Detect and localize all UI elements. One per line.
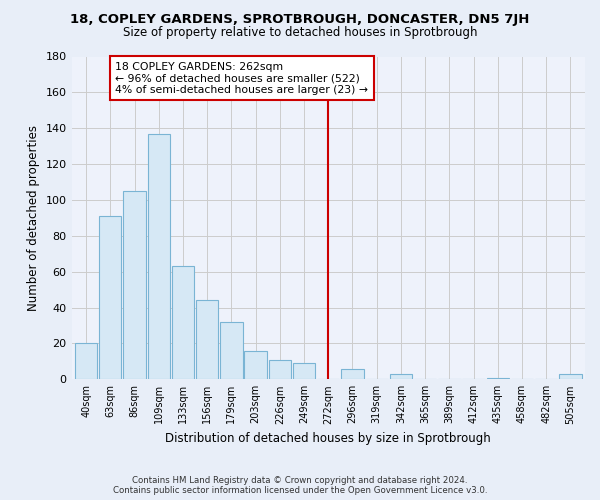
Bar	[293, 363, 315, 380]
Bar	[99, 216, 121, 380]
Text: 18, COPLEY GARDENS, SPROTBROUGH, DONCASTER, DN5 7JH: 18, COPLEY GARDENS, SPROTBROUGH, DONCAST…	[70, 12, 530, 26]
Bar	[220, 322, 242, 380]
Bar	[390, 374, 412, 380]
Bar	[341, 368, 364, 380]
Bar	[148, 134, 170, 380]
Bar	[124, 191, 146, 380]
X-axis label: Distribution of detached houses by size in Sprotbrough: Distribution of detached houses by size …	[166, 432, 491, 445]
Text: 18 COPLEY GARDENS: 262sqm
← 96% of detached houses are smaller (522)
4% of semi-: 18 COPLEY GARDENS: 262sqm ← 96% of detac…	[115, 62, 368, 95]
Bar	[172, 266, 194, 380]
Y-axis label: Number of detached properties: Number of detached properties	[27, 125, 40, 311]
Bar	[196, 300, 218, 380]
Bar	[244, 350, 267, 380]
Bar	[269, 360, 291, 380]
Bar	[487, 378, 509, 380]
Text: Size of property relative to detached houses in Sprotbrough: Size of property relative to detached ho…	[123, 26, 477, 39]
Bar	[559, 374, 581, 380]
Bar	[75, 344, 97, 380]
Text: Contains HM Land Registry data © Crown copyright and database right 2024.
Contai: Contains HM Land Registry data © Crown c…	[113, 476, 487, 495]
